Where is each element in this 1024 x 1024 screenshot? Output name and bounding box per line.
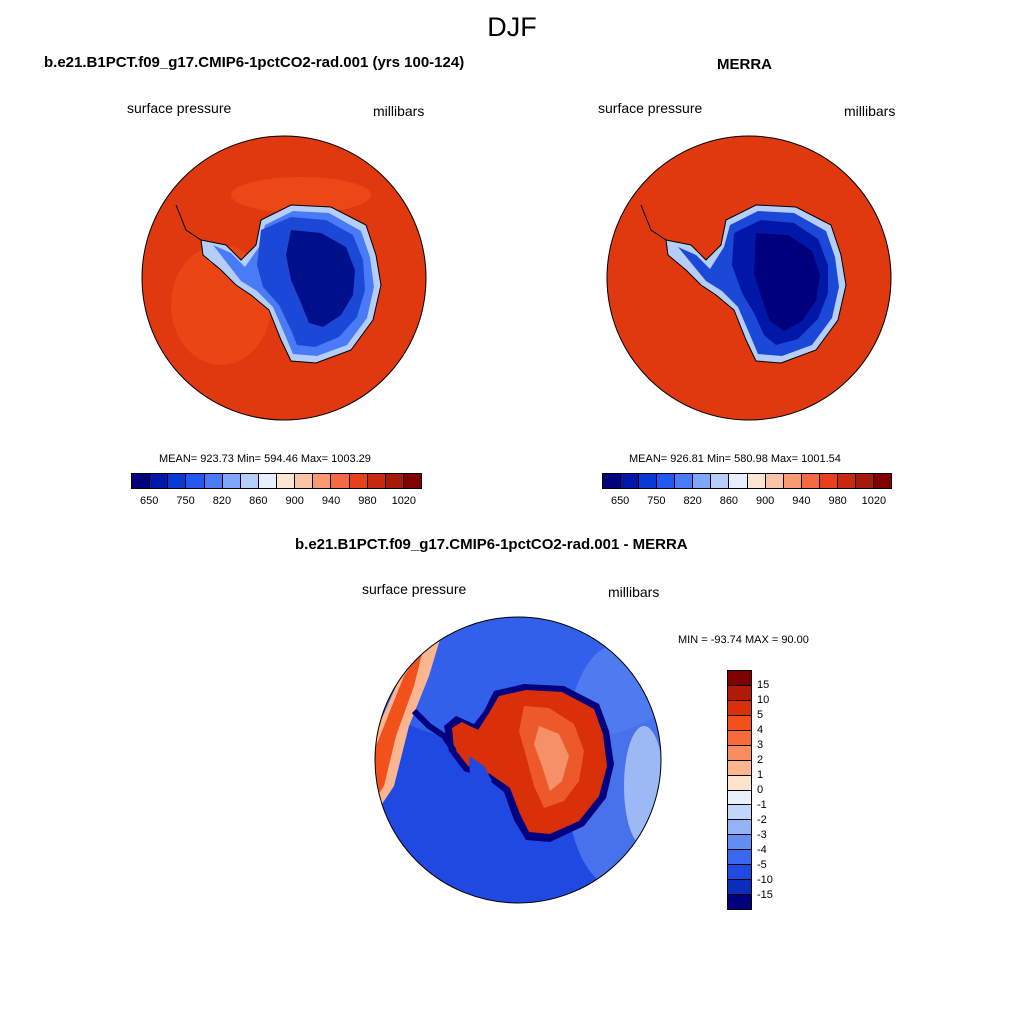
colorbar-tick-label: 3	[757, 739, 764, 751]
colorbar-tick-label: 10	[757, 694, 770, 706]
colorbar-tick-label: 0	[757, 784, 764, 796]
colorbar-swatch	[855, 474, 874, 488]
colorbar-swatch	[729, 474, 748, 488]
colorbar-tick-label: 820	[212, 495, 232, 507]
colorbar-swatch	[639, 474, 658, 488]
colorbar-tick-label: -2	[757, 814, 767, 826]
panel-2-colorbar	[602, 473, 892, 489]
colorbar-tick-label: 1020	[861, 495, 887, 507]
colorbar-swatch	[331, 474, 350, 488]
colorbar-swatch	[728, 775, 751, 791]
colorbar-tick-label: 860	[719, 495, 739, 507]
colorbar-swatch	[277, 474, 296, 488]
colorbar-swatch	[728, 700, 751, 716]
colorbar-swatch	[204, 474, 223, 488]
panel-1-stats: MEAN= 923.73 Min= 594.46 Max= 1003.29	[159, 453, 371, 465]
colorbar-swatch	[728, 820, 751, 836]
colorbar-swatch	[675, 474, 694, 488]
colorbar-swatch	[728, 760, 751, 776]
colorbar-swatch	[728, 715, 751, 731]
colorbar-swatch	[403, 474, 421, 488]
colorbar-tick-label: 15	[757, 679, 770, 691]
panel-1-units-label: millibars	[373, 103, 425, 119]
colorbar-swatch	[728, 835, 751, 851]
colorbar-swatch	[621, 474, 640, 488]
colorbar-tick-label: 980	[828, 495, 847, 507]
colorbar-tick-label: 2	[757, 754, 764, 766]
colorbar-tick-label: -15	[757, 889, 773, 901]
colorbar-tick-label: 750	[176, 495, 195, 507]
colorbar-tick-label: -5	[757, 859, 767, 871]
colorbar-tick-label: -1	[757, 799, 767, 811]
panel-3-units-label: millibars	[608, 584, 660, 600]
colorbar-swatch	[693, 474, 712, 488]
colorbar-swatch	[657, 474, 676, 488]
panel-3-variable-label: surface pressure	[362, 581, 467, 597]
colorbar-tick-label: 5	[757, 709, 764, 721]
colorbar-swatch	[728, 790, 751, 806]
colorbar-swatch	[819, 474, 838, 488]
colorbar-tick-label: 650	[610, 495, 630, 507]
colorbar-swatch	[801, 474, 820, 488]
colorbar-swatch	[222, 474, 241, 488]
colorbar-swatch	[295, 474, 314, 488]
colorbar-swatch	[728, 865, 751, 881]
colorbar-tick-label: 650	[140, 495, 159, 507]
panel-2-stats: MEAN= 926.81 Min= 580.98 Max= 1001.54	[629, 453, 841, 465]
colorbar-swatch	[728, 895, 751, 909]
colorbar-swatch	[150, 474, 169, 488]
colorbar-swatch	[728, 880, 751, 896]
colorbar-tick-label: 860	[249, 495, 268, 507]
panel-2-title: MERRA	[717, 56, 772, 73]
colorbar-swatch	[186, 474, 205, 488]
colorbar-swatch	[313, 474, 332, 488]
panel-3-polar-map	[374, 616, 662, 904]
colorbar-swatch	[603, 474, 622, 488]
panel-3-colorbar	[727, 670, 752, 910]
colorbar-tick-label: 940	[792, 495, 811, 507]
colorbar-tick-label: 820	[683, 495, 702, 507]
colorbar-tick-label: 1	[757, 769, 764, 781]
panel-3-stats: MIN = -93.74 MAX = 90.00	[678, 634, 809, 646]
colorbar-swatch	[728, 745, 751, 761]
colorbar-swatch	[873, 474, 891, 488]
panel-2-variable-label: surface pressure	[598, 100, 703, 116]
colorbar-swatch	[258, 474, 277, 488]
colorbar-swatch	[385, 474, 404, 488]
colorbar-tick-label: 980	[358, 495, 377, 507]
colorbar-swatch	[132, 474, 151, 488]
panel-1-variable-label: surface pressure	[127, 100, 232, 116]
colorbar-swatch	[728, 850, 751, 866]
colorbar-tick-label: 900	[755, 495, 775, 507]
figure-title: DJF	[487, 12, 537, 42]
colorbar-tick-label: 4	[757, 724, 764, 736]
panel-1-colorbar	[131, 473, 422, 489]
colorbar-swatch	[728, 730, 751, 746]
panel-2-units-label: millibars	[844, 103, 896, 119]
colorbar-swatch	[349, 474, 368, 488]
panel-3-title: b.e21.B1PCT.f09_g17.CMIP6-1pctCO2-rad.00…	[295, 536, 688, 553]
colorbar-swatch	[240, 474, 259, 488]
colorbar-swatch	[837, 474, 856, 488]
colorbar-swatch	[728, 805, 751, 821]
colorbar-tick-label: -10	[757, 874, 773, 886]
colorbar-swatch	[765, 474, 784, 488]
colorbar-tick-label: 900	[285, 495, 304, 507]
colorbar-tick-label: 750	[647, 495, 666, 507]
colorbar-tick-label: -4	[757, 844, 767, 856]
colorbar-swatch	[367, 474, 386, 488]
colorbar-swatch	[728, 671, 751, 686]
colorbar-swatch	[728, 685, 751, 701]
colorbar-swatch	[168, 474, 187, 488]
panel-1-polar-map	[141, 135, 427, 421]
colorbar-tick-label: -3	[757, 829, 767, 841]
colorbar-swatch	[711, 474, 730, 488]
colorbar-swatch	[783, 474, 802, 488]
colorbar-tick-label: 940	[321, 495, 341, 507]
panel-2-polar-map	[606, 135, 892, 421]
panel-1-title: b.e21.B1PCT.f09_g17.CMIP6-1pctCO2-rad.00…	[44, 54, 465, 71]
colorbar-swatch	[747, 474, 766, 488]
colorbar-tick-label: 1020	[391, 495, 417, 507]
